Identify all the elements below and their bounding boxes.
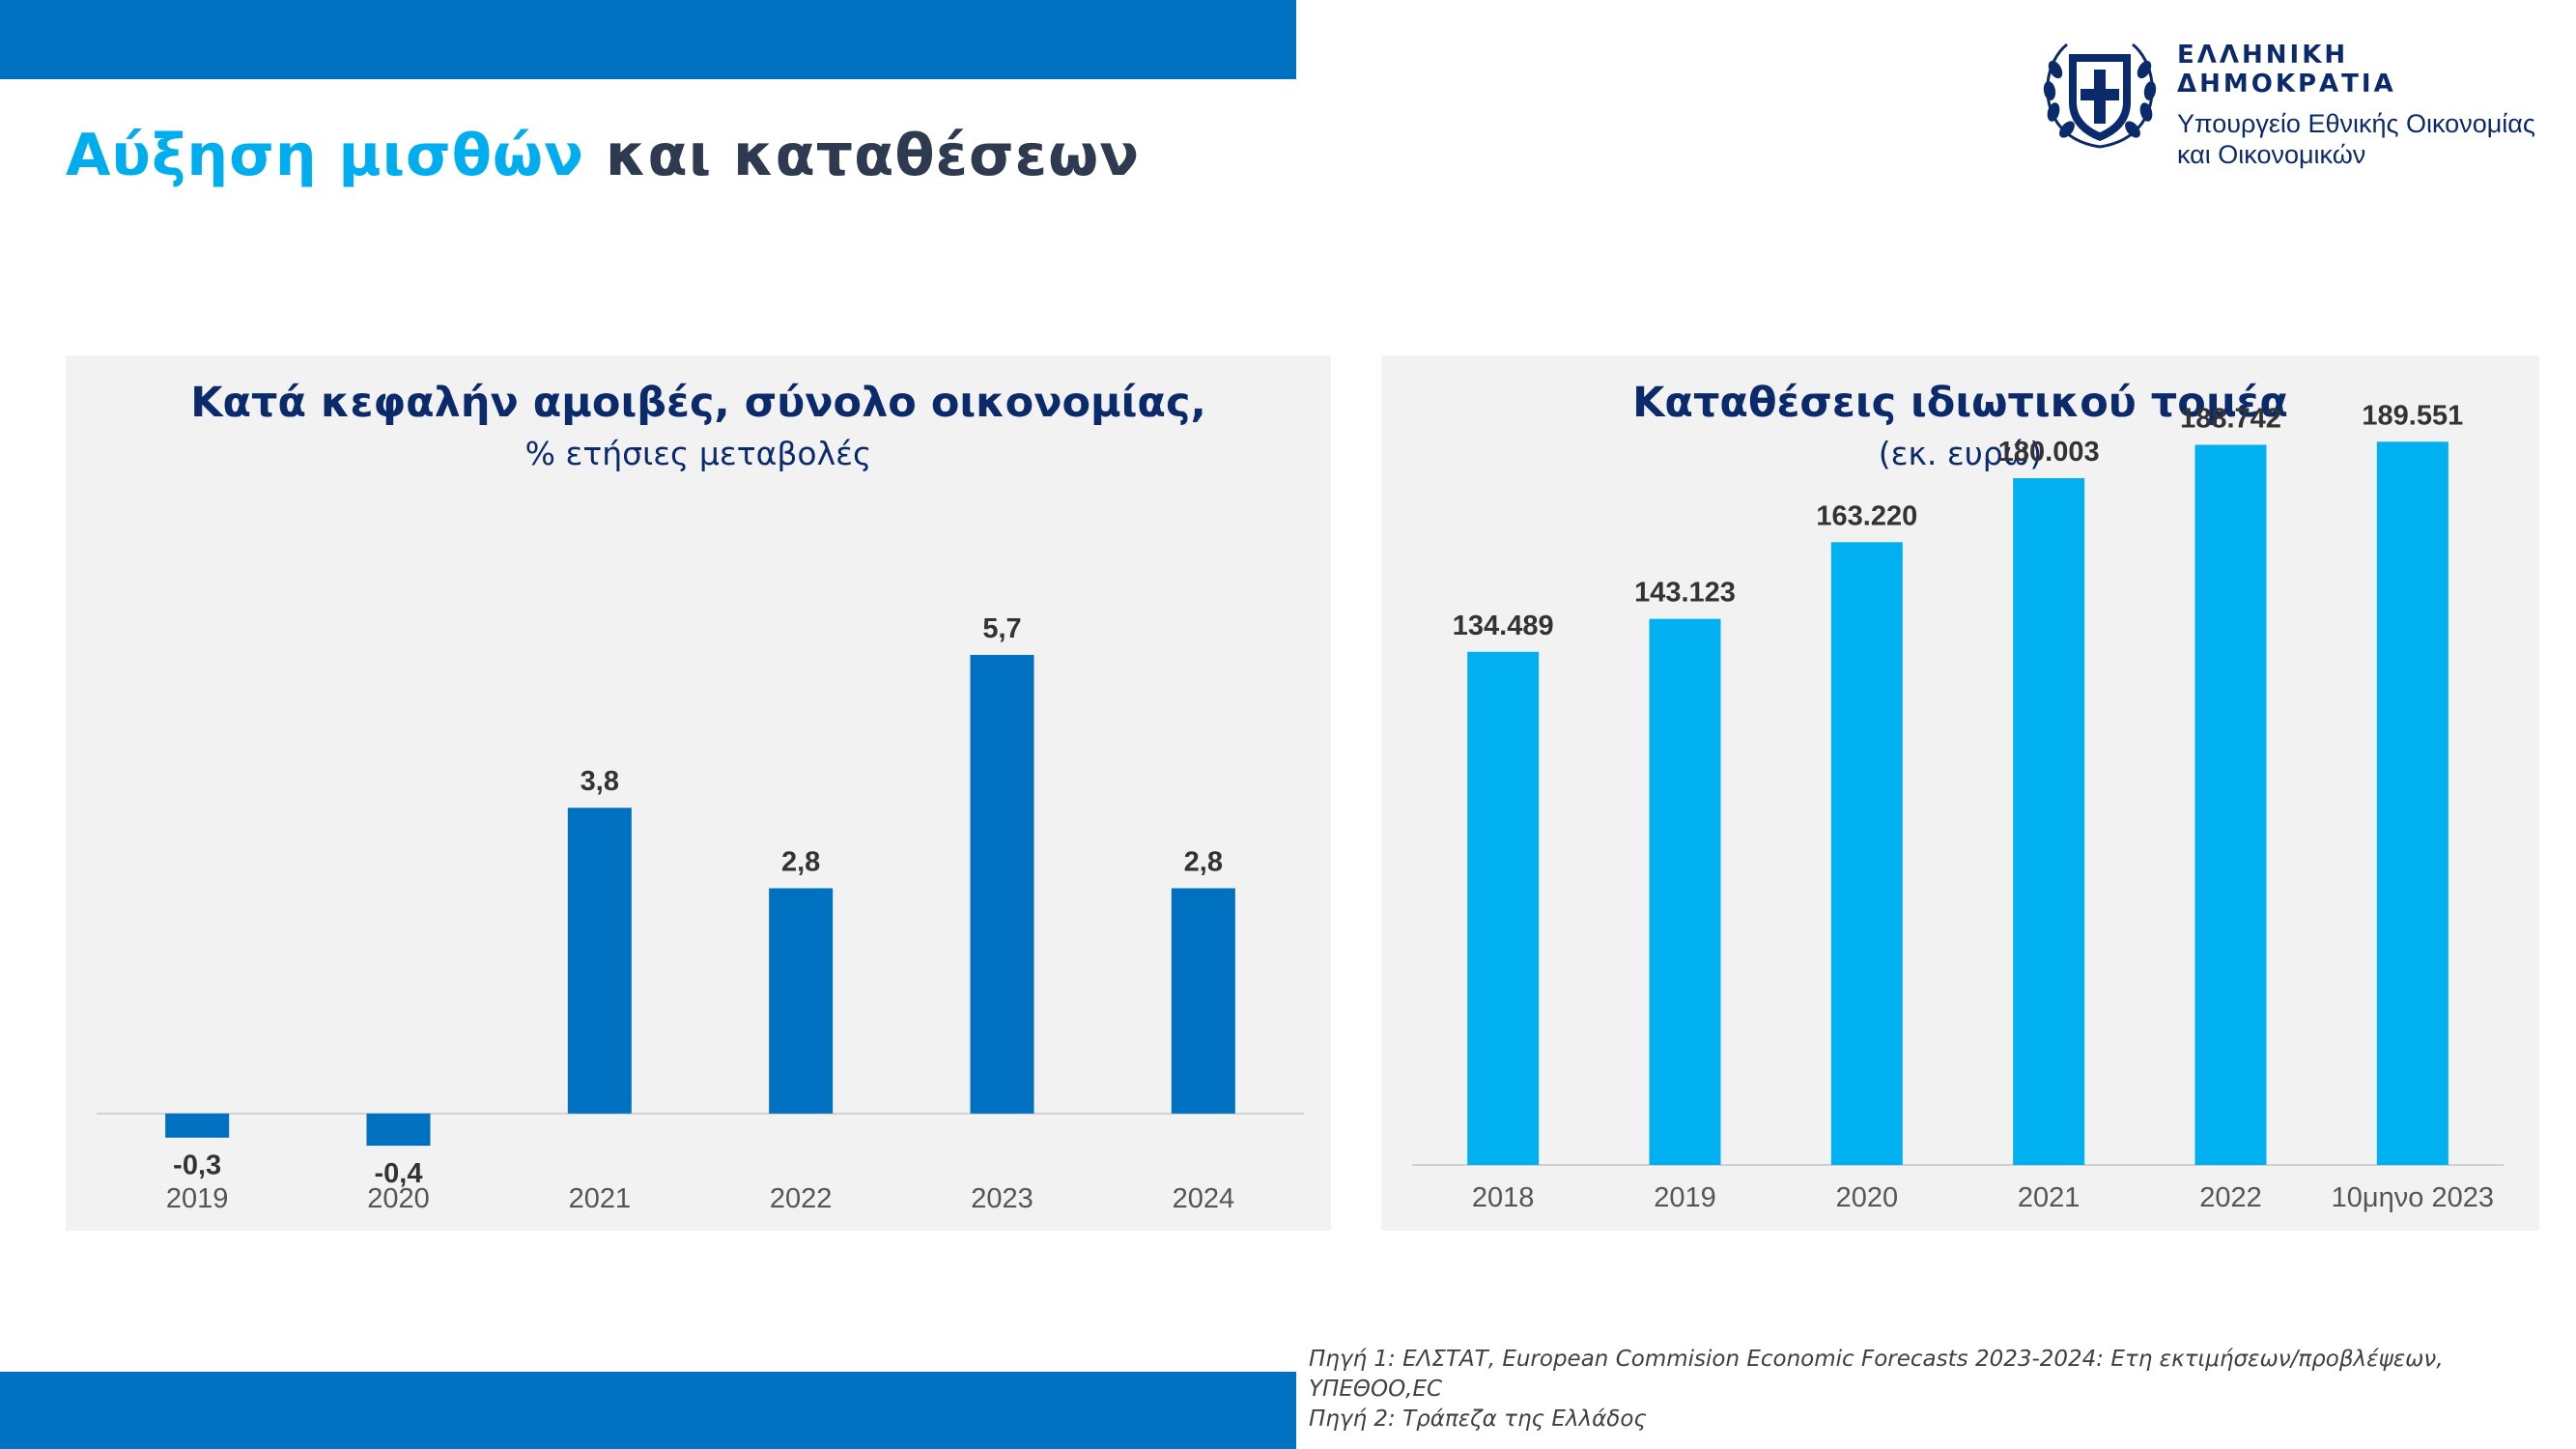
data-label: 188.742: [2180, 403, 2281, 434]
data-label: 134.489: [1453, 611, 1554, 641]
x-tick-label: 2021: [2018, 1182, 2081, 1213]
bar: [366, 1113, 431, 1147]
bar: [1171, 888, 1235, 1114]
chart-title-wages: Κατά κεφαλήν αμοιβές, σύνολο οικονομίας,: [190, 379, 1206, 427]
bar: [769, 888, 834, 1114]
x-tick-label: 10μηνο 2023: [2332, 1182, 2494, 1213]
bar: [1467, 651, 1540, 1165]
footnotes: Πηγή 1: ΕΛΣΤΑΤ, European Commision Econo…: [1309, 1345, 2555, 1435]
x-tick-label: 2023: [971, 1183, 1033, 1214]
chart-subtitle-deposits: (εκ. ευρώ): [1878, 435, 2043, 472]
data-label: 189.551: [2362, 400, 2463, 431]
page-title: Αύξηση μισθών και καταθέσεων: [66, 122, 1140, 189]
data-label: -0,4: [375, 1158, 423, 1189]
x-tick-label: 2020: [1836, 1182, 1899, 1213]
data-label: 180.003: [1998, 437, 2100, 468]
x-tick-label: 2021: [569, 1183, 632, 1214]
greek-coat-of-arms-icon: [2043, 43, 2157, 149]
bar: [2376, 441, 2449, 1165]
x-tick-label: 2019: [166, 1183, 229, 1214]
ministry-line-1: Υπουργείο Εθνικής Οικονομίας: [2177, 109, 2535, 138]
bottom-band: [0, 1372, 1296, 1449]
chart-panel-wages: Κατά κεφαλήν αμοιβές, σύνολο οικονομίας,…: [66, 355, 1331, 1231]
x-tick-label: 2022: [770, 1183, 833, 1214]
x-tick-label: 2022: [2199, 1182, 2262, 1213]
data-label: -0,3: [173, 1151, 221, 1181]
data-label: 163.220: [1816, 500, 1917, 531]
page-title-rest: και καταθέσεων: [605, 122, 1141, 189]
x-tick-label: 2018: [1472, 1182, 1535, 1213]
chart-deposits: 134.489 2018 143.123 2019 163.220 2020 180.003…: [1412, 400, 2504, 1213]
ministry-block: ΕΛΛΗΝΙΚΗ ΔΗΜΟΚΡΑΤΙΑ Υπουργείο Εθνικής Οι…: [2177, 41, 2576, 170]
bar: [970, 654, 1034, 1114]
bar: [2194, 444, 2267, 1165]
data-label: 143.123: [1634, 578, 1736, 609]
footnote-source-1: Πηγή 1: ΕΛΣΤΑΤ, European Commision Econo…: [1309, 1347, 2444, 1402]
top-band: [0, 0, 1296, 79]
bar: [1830, 542, 1903, 1165]
ministry-line-2: και Οικονομικών: [2177, 140, 2366, 169]
country-name: ΕΛΛΗΝΙΚΗ ΔΗΜΟΚΡΑΤΙΑ: [2177, 41, 2396, 99]
chart-subtitle-wages: % ετήσιες μεταβολές: [524, 435, 872, 472]
chart-panel-deposits: Καταθέσεις ιδιωτικού τομέα (εκ. ευρώ) 13…: [1381, 355, 2539, 1231]
data-label: 2,8: [1184, 847, 1223, 878]
bar: [1649, 618, 1721, 1165]
x-tick-label: 2024: [1173, 1183, 1235, 1214]
x-tick-label: 2020: [367, 1183, 430, 1214]
bar: [567, 808, 632, 1114]
x-tick-label: 2019: [1654, 1182, 1716, 1213]
chart-title-deposits: Καταθέσεις ιδιωτικού τομέα: [1632, 379, 2288, 427]
data-label: 2,8: [781, 847, 820, 878]
data-label: 5,7: [982, 613, 1021, 644]
data-label: 3,8: [580, 766, 619, 797]
bar: [2013, 477, 2085, 1165]
bar: [165, 1113, 230, 1138]
footnote-source-2: Πηγή 2: Τράπεζα της Ελλάδος: [1309, 1406, 1647, 1432]
page-title-accent: Αύξηση μισθών: [66, 122, 584, 189]
